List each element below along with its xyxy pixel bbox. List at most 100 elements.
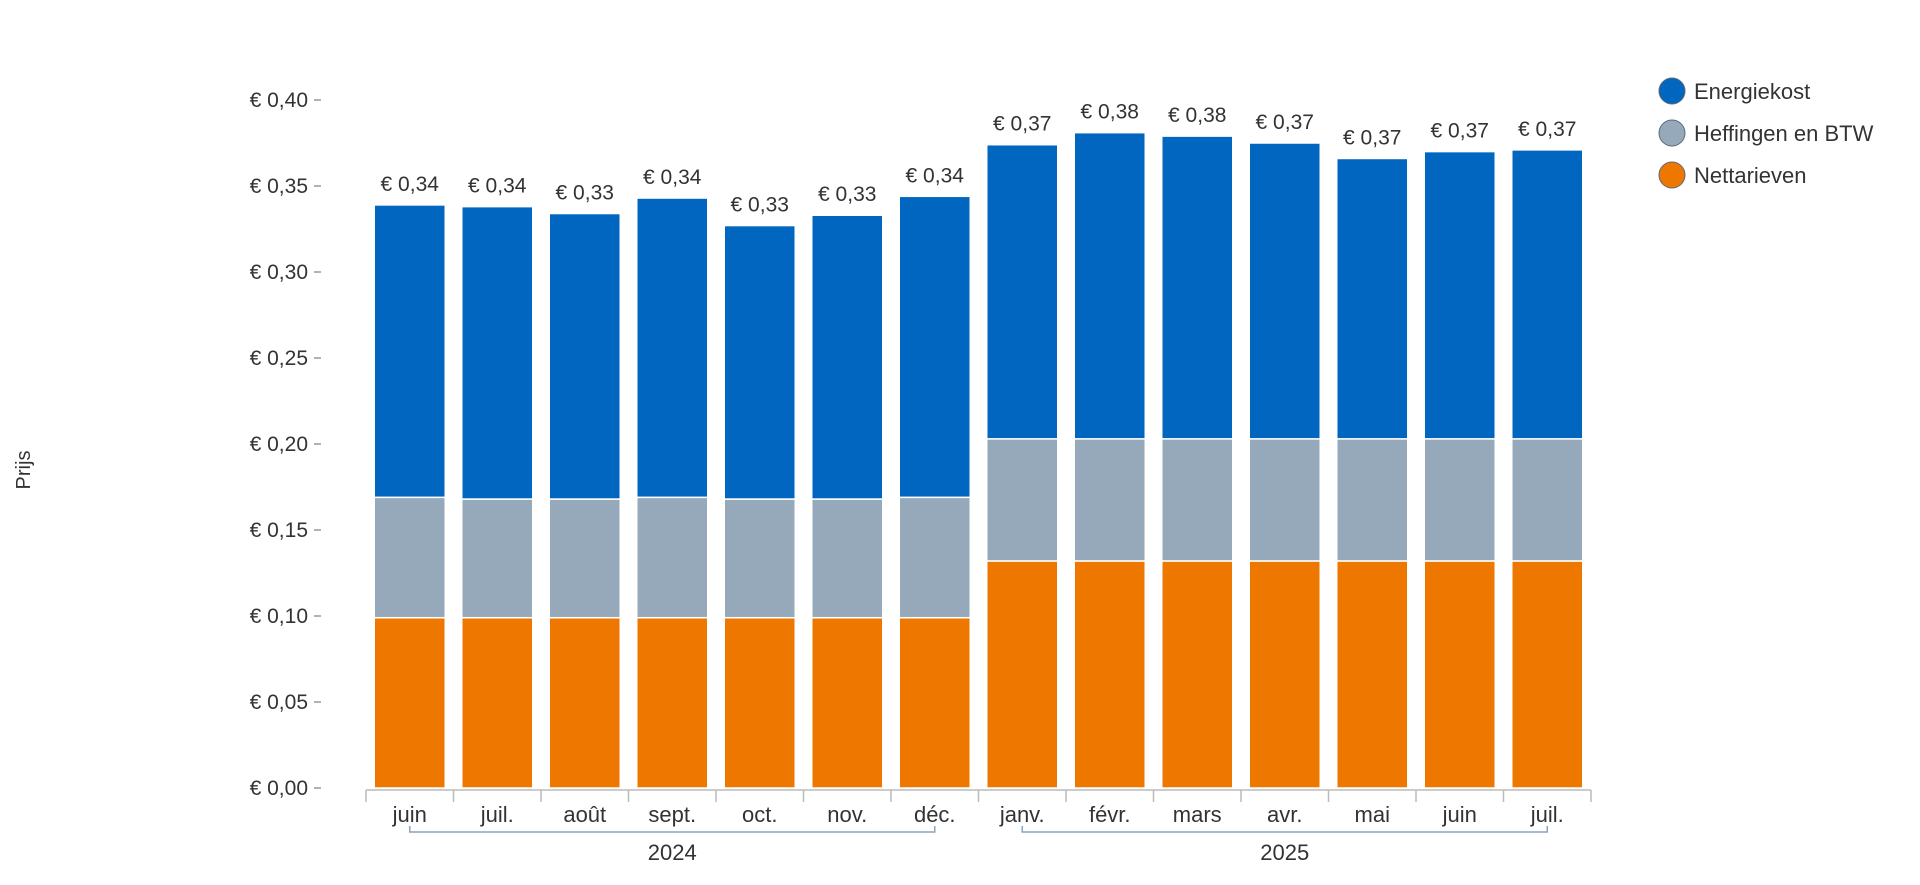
legend-label: Heffingen en BTW <box>1694 121 1874 146</box>
y-tick-label: € 0,40 <box>250 89 308 112</box>
bar-segment-energiekost <box>548 212 621 500</box>
bar-segment-nettarieven <box>373 616 446 789</box>
bar-segment-heffingen-en-btw <box>898 496 971 619</box>
bar-segment-energiekost <box>461 205 534 500</box>
bar-stack <box>1161 135 1234 789</box>
total-data-label: € 0,37 <box>1256 111 1314 134</box>
bar-stack <box>461 205 534 789</box>
bar-segment-nettarieven <box>1336 560 1409 789</box>
legend-item: Heffingen en BTW <box>1658 119 1874 147</box>
bar-segment-energiekost <box>636 197 709 499</box>
bar-segment-energiekost <box>1161 135 1234 440</box>
bar-segment-heffingen-en-btw <box>1073 438 1146 562</box>
total-data-label: € 0,33 <box>818 183 876 206</box>
bar-segment-heffingen-en-btw <box>373 496 446 619</box>
x-tick-label: mai <box>1355 802 1390 827</box>
bar-stack <box>723 224 796 789</box>
bar-stack <box>986 143 1059 789</box>
x-tick-label: janv. <box>999 802 1045 827</box>
bar-segment-nettarieven <box>1511 560 1584 789</box>
bar-stack <box>1248 142 1321 789</box>
bar-stack <box>373 204 446 789</box>
bar-stack <box>898 195 971 789</box>
bar-segment-energiekost <box>1248 142 1321 440</box>
bar-stack <box>636 197 709 789</box>
legend: Energiekost Heffingen en BTW Nettarieven <box>1658 77 1874 189</box>
bar-segment-heffingen-en-btw <box>1511 438 1584 562</box>
bar-segment-nettarieven <box>811 616 884 789</box>
x-tick-label: juin <box>392 802 427 827</box>
bar-stack <box>1511 149 1584 789</box>
bar-segment-heffingen-en-btw <box>811 498 884 619</box>
x-tick-label: sept. <box>648 802 696 827</box>
bar-segment-heffingen-en-btw <box>461 498 534 619</box>
bar-stack <box>811 214 884 789</box>
total-data-label: € 0,38 <box>1081 101 1139 124</box>
total-data-label: € 0,33 <box>556 182 614 205</box>
y-tick-label: € 0,30 <box>250 261 308 284</box>
bar-segment-energiekost <box>811 214 884 500</box>
year-group-label: 2024 <box>648 840 697 865</box>
bar-segment-heffingen-en-btw <box>1336 438 1409 562</box>
bar-segment-heffingen-en-btw <box>1161 438 1234 562</box>
bar-segment-energiekost <box>1336 157 1409 440</box>
y-tick-label: € 0,15 <box>250 519 308 542</box>
bar-segment-nettarieven <box>898 616 971 789</box>
year-group-bracket <box>409 826 936 833</box>
bar-segment-heffingen-en-btw <box>986 438 1059 562</box>
total-data-label: € 0,34 <box>643 166 702 189</box>
total-data-label: € 0,37 <box>993 113 1051 136</box>
legend-swatch <box>1658 77 1686 105</box>
x-tick-label: nov. <box>827 802 867 827</box>
bar-segment-nettarieven <box>1423 560 1496 789</box>
x-tick-label: juil. <box>1530 802 1564 827</box>
legend-swatch <box>1658 119 1686 147</box>
bar-stack <box>1073 131 1146 789</box>
bar-stack <box>1423 150 1496 789</box>
total-data-label: € 0,34 <box>381 173 440 196</box>
y-tick-label: € 0,20 <box>250 433 308 456</box>
bar-stack <box>1336 157 1409 789</box>
total-data-label: € 0,33 <box>731 194 789 217</box>
bar-segment-energiekost <box>723 224 796 500</box>
legend-swatch <box>1658 161 1686 189</box>
year-group-bracket <box>1021 826 1548 833</box>
x-tick-label: mars <box>1173 802 1222 827</box>
y-tick-label: € 0,25 <box>250 347 308 370</box>
x-tick-label: oct. <box>742 802 777 827</box>
x-axis: juin juil. août sept. oct. nov. déc. janv. févr.… <box>365 789 1592 865</box>
year-group-label: 2025 <box>1260 840 1309 865</box>
x-tick-label: avr. <box>1267 802 1302 827</box>
bar-stack <box>548 212 621 789</box>
bar-segment-heffingen-en-btw <box>723 498 796 619</box>
legend-label: Nettarieven <box>1694 163 1807 188</box>
y-tick-label: € 0,00 <box>250 777 308 800</box>
bar-segment-energiekost <box>1073 131 1146 440</box>
x-tick-label: déc. <box>914 802 956 827</box>
total-data-label: € 0,38 <box>1168 104 1226 127</box>
bar-segment-nettarieven <box>636 616 709 789</box>
bar-segment-energiekost <box>986 143 1059 440</box>
bar-segment-heffingen-en-btw <box>636 496 709 619</box>
bar-segment-energiekost <box>1423 150 1496 440</box>
bar-segment-nettarieven <box>1161 560 1234 789</box>
y-tick-label: € 0,35 <box>250 175 308 198</box>
total-data-label: € 0,37 <box>1518 118 1576 141</box>
bar-segment-nettarieven <box>461 616 534 789</box>
total-data-label: € 0,37 <box>1431 120 1489 143</box>
x-tick-label: févr. <box>1089 802 1131 827</box>
bar-segment-nettarieven <box>1248 560 1321 789</box>
bar-segment-energiekost <box>373 204 446 499</box>
y-axis-label: Prijs <box>13 451 35 490</box>
bar-segment-energiekost <box>1511 149 1584 440</box>
x-tick-label: juil. <box>480 802 514 827</box>
bar-segment-nettarieven <box>723 616 796 789</box>
bar-segment-nettarieven <box>1073 560 1146 789</box>
x-tick-label: juin <box>1442 802 1477 827</box>
total-data-label: € 0,34 <box>906 164 965 187</box>
bar-segment-nettarieven <box>548 616 621 789</box>
total-data-label: € 0,34 <box>468 175 527 198</box>
y-axis: € 0,00 € 0,05 € 0,10 € 0,15 € 0,20 € 0,25 € 0,… <box>250 89 321 800</box>
total-data-label: € 0,37 <box>1343 126 1401 149</box>
